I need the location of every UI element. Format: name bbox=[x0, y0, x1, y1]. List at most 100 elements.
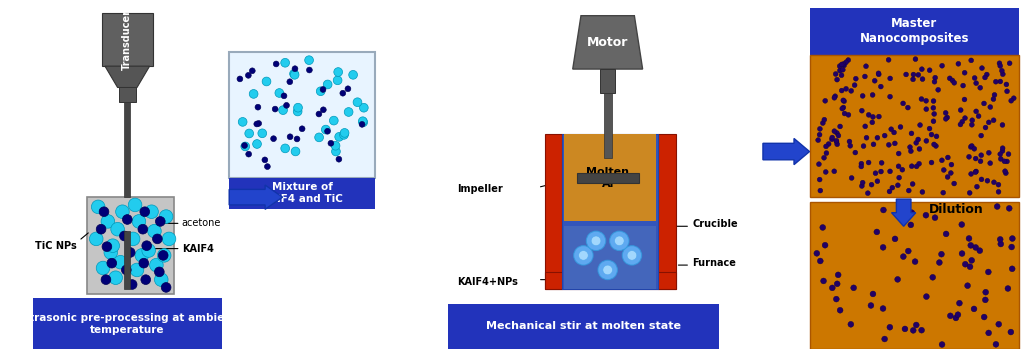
Circle shape bbox=[958, 221, 965, 227]
Circle shape bbox=[256, 120, 261, 126]
Circle shape bbox=[910, 181, 915, 186]
Circle shape bbox=[997, 61, 1001, 66]
Circle shape bbox=[299, 126, 305, 132]
Circle shape bbox=[852, 83, 857, 87]
Circle shape bbox=[907, 145, 912, 150]
Circle shape bbox=[967, 264, 973, 270]
Circle shape bbox=[614, 236, 625, 246]
Circle shape bbox=[272, 106, 279, 112]
Circle shape bbox=[921, 77, 925, 81]
Text: Mechanical stir at molten state: Mechanical stir at molten state bbox=[486, 321, 681, 331]
Circle shape bbox=[820, 121, 825, 125]
Circle shape bbox=[292, 66, 298, 72]
Circle shape bbox=[294, 136, 300, 142]
Circle shape bbox=[831, 169, 837, 174]
Circle shape bbox=[860, 180, 865, 185]
Circle shape bbox=[816, 138, 820, 143]
Circle shape bbox=[868, 303, 873, 309]
Circle shape bbox=[349, 71, 357, 79]
Circle shape bbox=[991, 180, 996, 185]
Circle shape bbox=[835, 142, 840, 147]
Circle shape bbox=[963, 261, 969, 267]
Text: Transducer: Transducer bbox=[122, 9, 132, 70]
Circle shape bbox=[282, 93, 287, 99]
Circle shape bbox=[287, 134, 293, 140]
Circle shape bbox=[816, 162, 821, 167]
Circle shape bbox=[971, 306, 977, 312]
Bar bbox=[564, 134, 656, 221]
Circle shape bbox=[237, 76, 243, 82]
Circle shape bbox=[1000, 146, 1006, 151]
Circle shape bbox=[890, 185, 895, 190]
Bar bbox=[545, 134, 562, 289]
Circle shape bbox=[898, 125, 903, 130]
Circle shape bbox=[972, 75, 977, 80]
Circle shape bbox=[888, 76, 893, 81]
Circle shape bbox=[969, 145, 973, 149]
Circle shape bbox=[874, 135, 880, 140]
Circle shape bbox=[821, 155, 826, 160]
Circle shape bbox=[948, 171, 953, 176]
Circle shape bbox=[140, 207, 150, 217]
Circle shape bbox=[838, 64, 842, 68]
Bar bbox=[577, 173, 639, 183]
Circle shape bbox=[101, 275, 111, 285]
Circle shape bbox=[316, 111, 322, 117]
Circle shape bbox=[913, 140, 919, 145]
Circle shape bbox=[970, 118, 975, 122]
Circle shape bbox=[853, 76, 858, 81]
Circle shape bbox=[105, 239, 120, 252]
Circle shape bbox=[242, 143, 248, 148]
Circle shape bbox=[906, 188, 911, 193]
Circle shape bbox=[358, 118, 368, 127]
FancyArrow shape bbox=[763, 138, 810, 165]
Circle shape bbox=[817, 126, 822, 131]
Circle shape bbox=[126, 232, 140, 246]
Circle shape bbox=[147, 224, 161, 238]
Circle shape bbox=[831, 95, 837, 100]
Circle shape bbox=[623, 246, 642, 265]
Circle shape bbox=[96, 261, 110, 275]
Bar bbox=[119, 87, 136, 102]
Circle shape bbox=[255, 104, 261, 110]
Circle shape bbox=[873, 229, 880, 235]
Circle shape bbox=[973, 156, 978, 161]
Bar bbox=[600, 69, 615, 93]
Circle shape bbox=[353, 98, 361, 107]
Circle shape bbox=[275, 88, 284, 97]
Circle shape bbox=[359, 121, 365, 127]
Circle shape bbox=[983, 289, 988, 295]
Circle shape bbox=[966, 236, 972, 241]
Circle shape bbox=[1005, 286, 1011, 291]
Circle shape bbox=[587, 231, 606, 251]
Circle shape bbox=[953, 315, 958, 321]
Bar bbox=[229, 52, 375, 178]
Circle shape bbox=[956, 300, 963, 306]
Circle shape bbox=[941, 167, 946, 172]
Circle shape bbox=[978, 85, 983, 90]
Circle shape bbox=[846, 112, 851, 117]
Circle shape bbox=[822, 98, 827, 103]
Circle shape bbox=[840, 106, 845, 111]
Circle shape bbox=[334, 68, 343, 77]
Circle shape bbox=[950, 78, 954, 83]
Circle shape bbox=[864, 135, 869, 140]
Circle shape bbox=[977, 248, 983, 253]
Text: TiC NPs: TiC NPs bbox=[35, 241, 77, 251]
Circle shape bbox=[270, 136, 276, 141]
Circle shape bbox=[264, 164, 270, 170]
Circle shape bbox=[106, 258, 117, 268]
Circle shape bbox=[887, 324, 893, 330]
Circle shape bbox=[829, 285, 836, 291]
Circle shape bbox=[941, 190, 945, 195]
Bar bbox=[810, 8, 1019, 54]
Circle shape bbox=[924, 138, 929, 143]
Circle shape bbox=[838, 124, 843, 129]
Text: Ultrasonic pre-processing at ambient
temperature: Ultrasonic pre-processing at ambient tem… bbox=[17, 313, 238, 335]
Circle shape bbox=[817, 132, 822, 137]
Circle shape bbox=[249, 90, 258, 98]
Circle shape bbox=[963, 115, 968, 120]
Circle shape bbox=[254, 121, 260, 127]
Circle shape bbox=[839, 73, 844, 78]
Circle shape bbox=[840, 62, 844, 67]
